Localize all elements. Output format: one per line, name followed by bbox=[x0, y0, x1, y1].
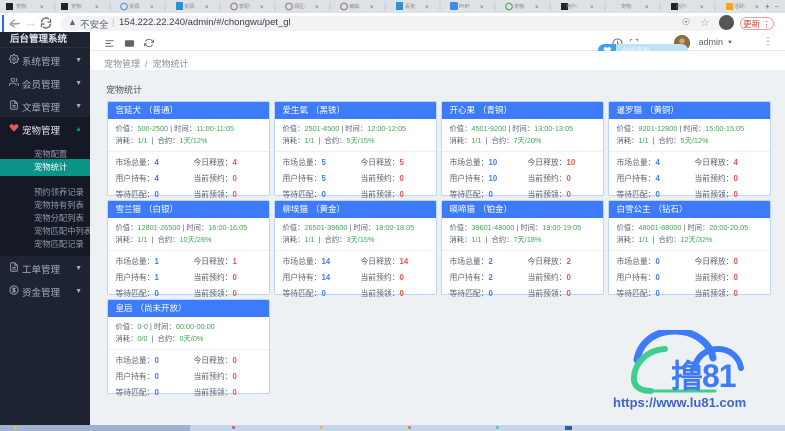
svg-text:×: × bbox=[95, 5, 99, 11]
svg-text:×: × bbox=[535, 5, 539, 11]
svg-text:活跃:: 活跃: bbox=[734, 3, 745, 10]
svg-text:宠物:: 宠物: bbox=[71, 3, 82, 10]
svg-text:×: × bbox=[425, 5, 429, 11]
svg-text:宠物:: 宠物: bbox=[621, 3, 632, 10]
svg-text:宠物:: 宠物: bbox=[16, 3, 27, 10]
svg-text:百变:: 百变: bbox=[405, 3, 416, 10]
svg-text:×: × bbox=[590, 5, 594, 11]
svg-text:资源:: 资源: bbox=[184, 3, 195, 10]
svg-text:×: × bbox=[700, 5, 704, 11]
svg-text:用户:: 用户: bbox=[566, 3, 577, 10]
svg-text:×: × bbox=[40, 5, 44, 11]
svg-text:×: × bbox=[480, 5, 484, 11]
svg-text:编辑:: 编辑: bbox=[349, 3, 360, 10]
svg-text:×: × bbox=[755, 5, 759, 11]
svg-text:×: × bbox=[205, 5, 209, 11]
svg-text:表配:: 表配: bbox=[239, 3, 250, 10]
svg-text:+: + bbox=[765, 2, 770, 11]
svg-text:×: × bbox=[315, 5, 319, 11]
svg-text:–: – bbox=[775, 4, 779, 10]
svg-text:源区:: 源区: bbox=[294, 3, 305, 10]
svg-text:资源:: 资源: bbox=[129, 3, 140, 10]
svg-text:PHP:: PHP: bbox=[459, 4, 471, 10]
svg-text:宠物:: 宠物: bbox=[514, 3, 525, 10]
svg-text:×: × bbox=[645, 5, 649, 11]
svg-text:×: × bbox=[260, 5, 264, 11]
svg-text:×: × bbox=[370, 5, 374, 11]
svg-text:×: × bbox=[150, 5, 154, 11]
svg-text:撸81: 撸81 bbox=[671, 358, 736, 394]
svg-text:用户:: 用户: bbox=[676, 3, 687, 10]
